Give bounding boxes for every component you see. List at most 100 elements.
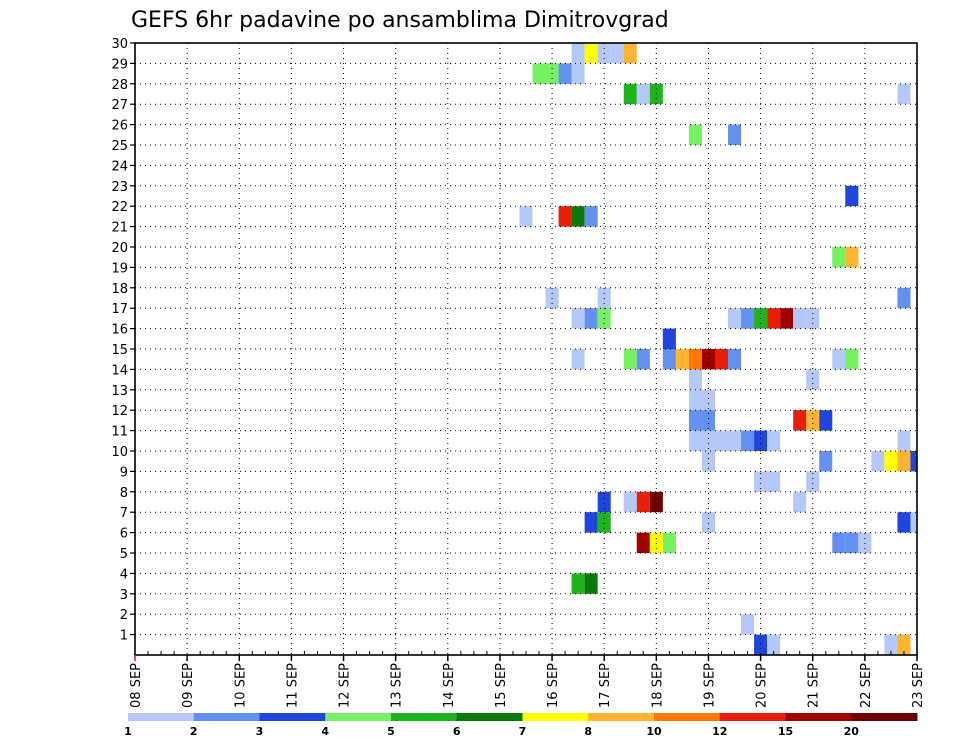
y-tick-label: 21 bbox=[111, 221, 128, 236]
legend-label: 7 bbox=[519, 725, 527, 738]
y-tick-label: 6 bbox=[120, 527, 128, 542]
legend-label: 8 bbox=[584, 725, 592, 738]
precip-cell bbox=[767, 430, 781, 451]
precip-cell bbox=[701, 430, 715, 451]
precip-cell bbox=[649, 491, 663, 513]
precip-cell bbox=[871, 451, 885, 472]
precip-cell bbox=[897, 83, 911, 105]
precip-cell bbox=[688, 369, 702, 390]
legend-label: 15 bbox=[778, 725, 793, 738]
precip-cell bbox=[819, 451, 833, 472]
precip-cell bbox=[662, 349, 676, 370]
legend-swatch bbox=[851, 713, 918, 721]
precip-cell bbox=[623, 83, 637, 105]
precip-cell bbox=[767, 471, 781, 492]
y-tick-label: 30 bbox=[111, 37, 128, 52]
x-tick-label: 11 SEP bbox=[285, 663, 300, 708]
legend-label: 20 bbox=[844, 725, 860, 738]
precip-cell bbox=[910, 451, 917, 472]
legend-swatch bbox=[719, 713, 786, 721]
precip-cell bbox=[623, 43, 637, 64]
precip-cell bbox=[714, 349, 729, 370]
x-tick-label: 19 SEP bbox=[702, 663, 717, 708]
precip-cell bbox=[688, 389, 702, 411]
precip-cell bbox=[819, 410, 833, 431]
legend-swatch bbox=[193, 713, 260, 721]
precip-cell bbox=[571, 308, 585, 329]
precip-cell bbox=[845, 185, 859, 207]
legend-swatch bbox=[391, 713, 458, 721]
y-tick-label: 2 bbox=[120, 608, 128, 623]
color-legend: 1 2 3 4 5 6 7 8 10 12 15 20 bbox=[124, 713, 918, 738]
precip-cell bbox=[701, 451, 715, 472]
precip-cell bbox=[806, 471, 820, 492]
precip-cell bbox=[754, 430, 768, 451]
precip-cell bbox=[532, 63, 546, 84]
x-tick-label: 14 SEP bbox=[442, 663, 457, 708]
precip-cell bbox=[832, 532, 846, 553]
precip-cell bbox=[584, 573, 598, 594]
precip-cell bbox=[806, 369, 820, 390]
precip-cell bbox=[558, 206, 572, 227]
x-axis: 08 SEP 09 SEP 10 SEP 11 SEP 12 SEP 13 SEP 14 S… bbox=[129, 651, 926, 708]
x-tick-label: 13 SEP bbox=[390, 663, 405, 708]
precip-cell bbox=[597, 491, 611, 513]
y-tick-label: 5 bbox=[120, 547, 128, 562]
precip-cell bbox=[519, 206, 533, 227]
precip-cell bbox=[584, 206, 598, 227]
precip-cell bbox=[793, 491, 807, 513]
precip-cell bbox=[884, 634, 898, 655]
precip-cell bbox=[636, 349, 650, 370]
precip-cell bbox=[701, 349, 715, 370]
y-tick-label: 3 bbox=[120, 588, 128, 603]
precip-cell bbox=[623, 491, 637, 513]
precip-cell bbox=[910, 512, 917, 533]
grid-lines bbox=[135, 43, 917, 655]
y-tick-label: 13 bbox=[111, 384, 128, 399]
precip-cell bbox=[741, 430, 755, 451]
precip-cell bbox=[636, 491, 650, 513]
precip-cell bbox=[793, 410, 807, 431]
x-tick-label: 12 SEP bbox=[338, 663, 353, 708]
precip-cell bbox=[793, 308, 807, 329]
precip-cell bbox=[571, 349, 585, 370]
legend-label: 1 bbox=[124, 725, 132, 738]
legend-label: 5 bbox=[387, 725, 395, 738]
x-tick-label: 15 SEP bbox=[494, 663, 509, 708]
y-tick-label: 4 bbox=[120, 567, 128, 582]
y-tick-label: 24 bbox=[111, 159, 128, 174]
precip-cell bbox=[741, 308, 755, 329]
precip-cell bbox=[845, 247, 859, 268]
legend-label: 6 bbox=[453, 725, 461, 738]
precip-cell bbox=[571, 206, 585, 227]
y-tick-label: 16 bbox=[111, 323, 128, 338]
precip-cell bbox=[701, 512, 715, 533]
y-tick-label: 8 bbox=[120, 486, 128, 501]
precip-cell bbox=[558, 63, 572, 84]
x-tick-label: 08 SEP bbox=[129, 663, 144, 708]
y-tick-label: 20 bbox=[111, 241, 128, 256]
precip-cell bbox=[728, 308, 742, 329]
legend-label: 12 bbox=[712, 725, 727, 738]
y-tick-label: 10 bbox=[111, 445, 128, 460]
precip-cell bbox=[636, 532, 650, 553]
precip-cell bbox=[662, 532, 676, 553]
precip-cell bbox=[741, 614, 755, 635]
precip-cell bbox=[832, 247, 846, 268]
x-tick-label: 20 SEP bbox=[755, 663, 770, 708]
precip-cell bbox=[714, 430, 729, 451]
precip-cell bbox=[897, 512, 911, 533]
legend-swatch bbox=[456, 713, 523, 721]
precip-cell bbox=[728, 349, 742, 370]
precip-cell bbox=[754, 471, 768, 492]
precip-cell bbox=[571, 63, 585, 84]
legend-swatch bbox=[128, 713, 195, 721]
y-tick-label: 25 bbox=[111, 139, 128, 154]
precip-cell bbox=[780, 308, 794, 329]
legend-label: 10 bbox=[646, 725, 662, 738]
y-tick-label: 19 bbox=[111, 261, 128, 276]
precip-cell bbox=[845, 532, 859, 553]
precip-cell bbox=[767, 634, 781, 655]
precip-cell bbox=[832, 349, 846, 370]
legend-label: 4 bbox=[321, 725, 329, 738]
